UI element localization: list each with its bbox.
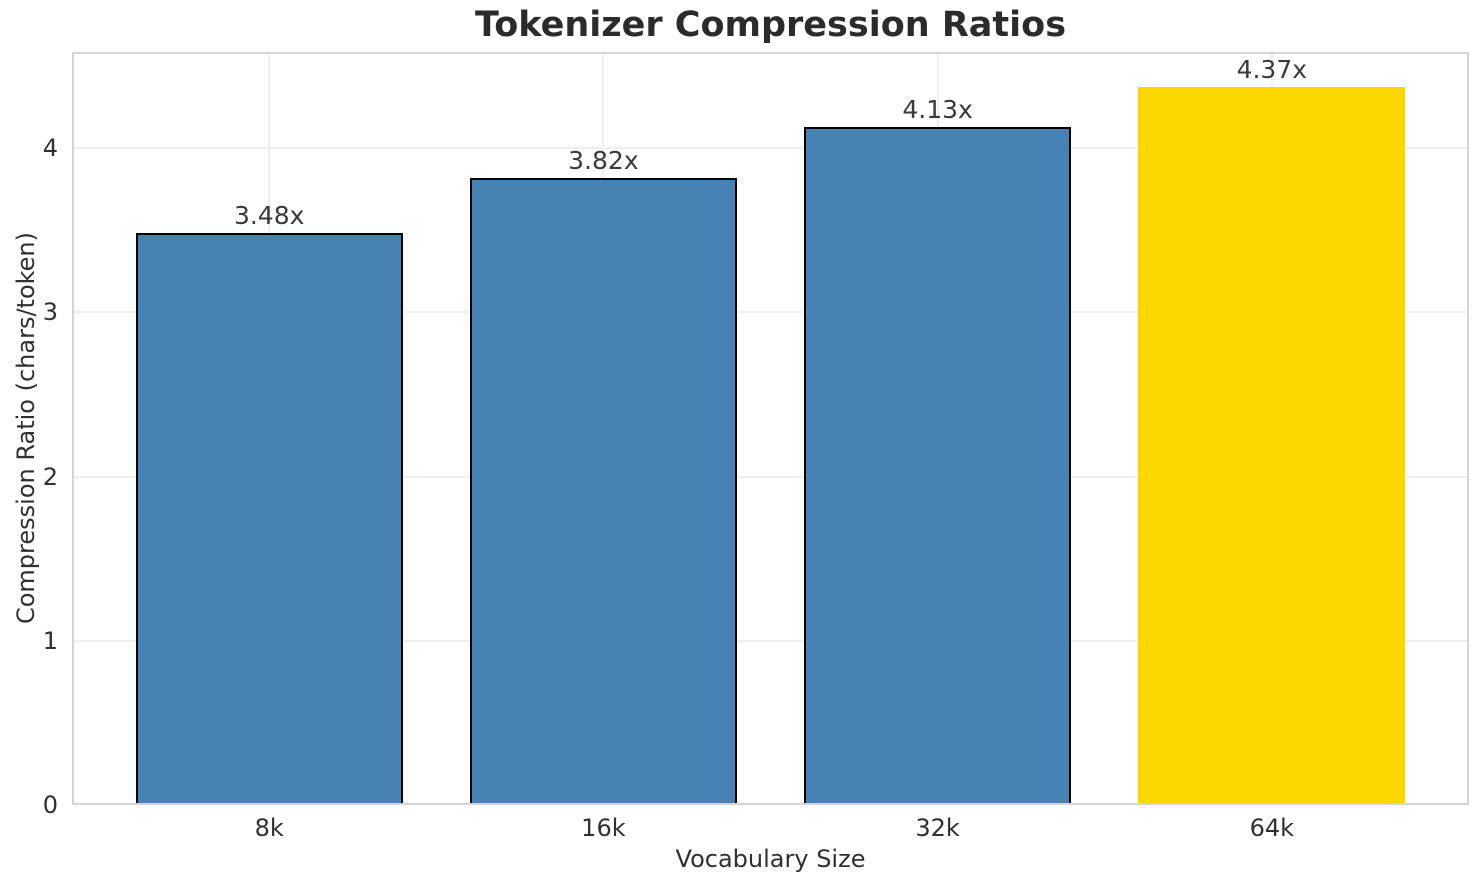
- x-tick-label-64k: 64k: [1249, 814, 1295, 842]
- bar-8k: [135, 233, 403, 805]
- bar-16k: [469, 177, 738, 805]
- y-tick-label: 3: [42, 298, 58, 327]
- x-tick-label-16k: 16k: [581, 814, 626, 842]
- y-axis-label: Compression Ratio (chars/token): [12, 231, 40, 625]
- chart-title: Tokenizer Compression Ratios: [474, 5, 1067, 45]
- x-axis-label: Vocabulary Size: [675, 845, 866, 873]
- bar-64k: [1138, 87, 1406, 805]
- plot-area: [72, 52, 1469, 805]
- bar-32k: [803, 126, 1072, 805]
- y-tick-label: 4: [42, 134, 58, 163]
- bar-value-label: 4.13x: [902, 94, 973, 124]
- y-tick-label: 2: [42, 462, 58, 491]
- gridline-horizontal: [72, 639, 1469, 642]
- x-tick-label-8k: 8k: [254, 814, 284, 842]
- bar-value-label: 4.37x: [1236, 55, 1308, 85]
- bar-value-label: 3.82x: [568, 145, 639, 175]
- x-tick-label-32k: 32k: [915, 814, 960, 842]
- y-tick-label: 0: [42, 791, 58, 819]
- y-tick-label: 1: [42, 626, 58, 655]
- gridline-horizontal: [72, 147, 1469, 150]
- gridline-horizontal: [72, 475, 1469, 478]
- gridline-horizontal: [72, 311, 1469, 314]
- bar-value-label: 3.48x: [233, 201, 305, 231]
